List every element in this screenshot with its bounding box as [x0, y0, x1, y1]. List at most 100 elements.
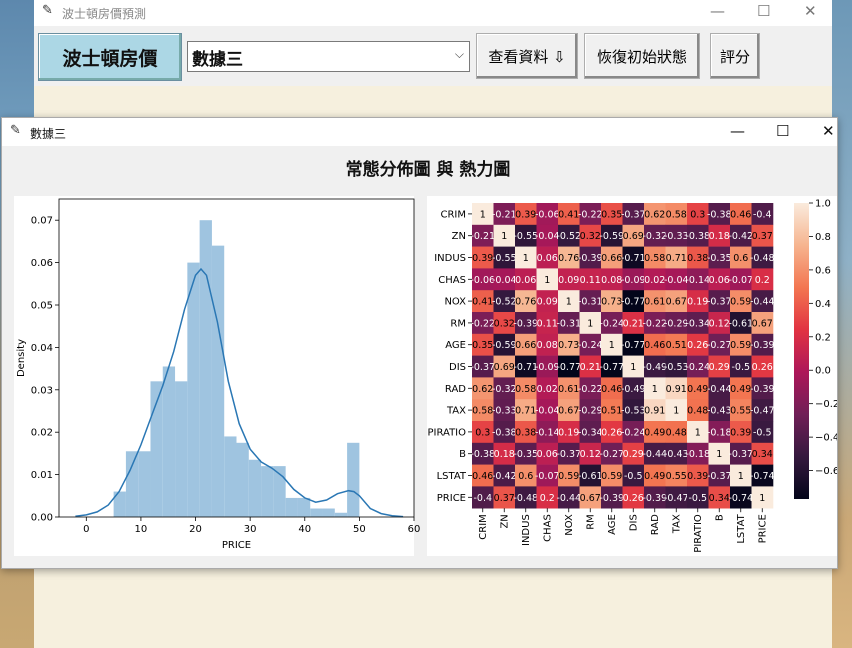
heatmap-cell: [536, 268, 559, 291]
heatmap-cell-label: -0.22: [578, 209, 603, 220]
heatmap-cell-label: -0.09: [621, 275, 646, 286]
heatmap-cell: [622, 399, 645, 422]
heatmap-cell: [493, 377, 516, 400]
heatmap-cell: [601, 224, 623, 247]
view-data-button[interactable]: 查看資料 ⇩: [476, 33, 578, 79]
y-tick-label: 0.05: [31, 301, 53, 312]
heatmap-cell: [708, 421, 731, 444]
reset-button[interactable]: 恢復初始狀態: [584, 33, 700, 79]
heatmap-cell-label: -0.39: [599, 493, 624, 504]
chevron-down-icon[interactable]: ⌵: [454, 47, 464, 61]
x-axis-label: PRICE: [222, 540, 251, 551]
heatmap-cell: [558, 355, 580, 378]
heatmap-cell-label: -0.22: [578, 384, 603, 395]
heatmap-cell-label: -0.48: [750, 253, 775, 264]
heatmap-cell: [472, 246, 494, 269]
score-button[interactable]: 評分: [710, 33, 760, 79]
heatmap-cell: [579, 377, 602, 400]
heatmap-cell-label: -0.34: [685, 318, 710, 329]
maximize-icon[interactable]: ☐: [776, 122, 790, 140]
heatmap-cell: [708, 486, 731, 509]
heatmap-cell-label: 0.58: [644, 253, 665, 264]
heatmap-cell-label: 0.39: [687, 471, 708, 482]
row-tick-label: PIRATIO: [427, 427, 466, 438]
heatmap-cell-label: -0.34: [578, 427, 603, 438]
heatmap-cell: [579, 355, 602, 378]
heatmap-cell-label: -0.43: [664, 449, 689, 460]
maximize-icon[interactable]: ☐: [757, 2, 771, 20]
heatmap-cell: [730, 246, 752, 269]
heatmap-cell: [536, 224, 559, 247]
heatmap-cell: [472, 486, 494, 509]
row-tick-label: B: [459, 449, 466, 460]
heatmap-cell-label: 0.41: [472, 297, 493, 308]
heatmap-cell-label: 0.02: [537, 384, 558, 395]
heatmap-cell: [558, 290, 580, 313]
row-tick-label: PRICE: [437, 493, 466, 504]
minimize-icon[interactable]: —: [710, 2, 725, 20]
heatmap-cell: [579, 399, 602, 422]
heatmap-cell-label: -0.49: [642, 362, 667, 373]
heatmap-cell-label: -0.5: [688, 493, 707, 504]
column-tick-label: INDUS: [521, 514, 532, 546]
colorbar-tick-label: 0.0: [815, 366, 831, 377]
heatmap-cell-label: -0.06: [535, 209, 560, 220]
heatmap-cell-label: -0.31: [578, 297, 603, 308]
heatmap-cell-label: 0.67: [558, 406, 579, 417]
heatmap-cell-label: -0.39: [642, 493, 667, 504]
close-icon[interactable]: ✕: [822, 122, 835, 140]
dataset-select[interactable]: 數據三 ⌵: [187, 41, 470, 72]
heatmap-cell-label: 0.49: [644, 471, 665, 482]
heatmap-cell-label: -0.47: [664, 493, 689, 504]
heatmap-cell: [751, 486, 774, 509]
heatmap-cell: [579, 442, 602, 465]
heatmap-cell: [579, 312, 602, 335]
heatmap-cell: [515, 421, 537, 444]
heatmap-cell: [536, 312, 559, 335]
heatmap-cell-label: -0.22: [642, 318, 667, 329]
heatmap-cell-label: 0.62: [644, 209, 665, 220]
column-tick-label: PRICE: [758, 514, 769, 543]
row-tick-label: RM: [450, 318, 466, 329]
heatmap-cell: [751, 224, 774, 247]
x-tick-label: 10: [135, 524, 148, 535]
colorbar-tick-label: −0.4: [815, 433, 837, 444]
colorbar-tick-label: −0.6: [815, 466, 837, 477]
histogram-bar-9: [224, 436, 237, 517]
x-tick-label: 30: [244, 524, 257, 535]
heatmap-cell-label: 0.69: [494, 362, 515, 373]
heatmap-cell-label: -0.24: [578, 340, 603, 351]
histogram-bar-16: [310, 508, 323, 517]
heatmap-cell: [730, 224, 752, 247]
heatmap-cell: [536, 399, 559, 422]
heatmap-cell: [751, 355, 774, 378]
heatmap-cell: [665, 421, 688, 444]
heatmap-cell: [493, 464, 516, 487]
close-icon[interactable]: ✕: [804, 2, 817, 20]
heatmap-cell: [665, 355, 688, 378]
heatmap-cell-label: -0.44: [556, 493, 581, 504]
heatmap-cell-label: -0.55: [513, 231, 538, 242]
heatmap-cell: [536, 486, 559, 509]
heatmap-cell-label: -0.43: [707, 406, 732, 417]
heatmap-cell-label: 0.59: [601, 471, 622, 482]
heatmap-cell-label: 0.51: [666, 340, 687, 351]
heatmap-cell-label: 0.02: [644, 275, 665, 286]
heatmap-cell: [558, 333, 580, 356]
heatmap-cell: [579, 203, 602, 226]
heatmap-cell-label: -0.32: [492, 384, 517, 395]
heatmap-cell: [493, 333, 516, 356]
minimize-icon[interactable]: —: [730, 122, 745, 140]
heatmap-cell: [665, 399, 688, 422]
heatmap-cell-label: 0.76: [558, 253, 579, 264]
heatmap-cell: [472, 355, 494, 378]
heatmap-cell-label: 1: [673, 406, 679, 417]
brand-label-button[interactable]: 波士頓房價: [38, 33, 182, 81]
heatmap-cell: [708, 224, 731, 247]
histogram-bar-1: [125, 451, 139, 517]
y-tick-label: 0.00: [31, 513, 53, 524]
column-tick-label: LSTAT: [736, 513, 747, 543]
heatmap-cell: [708, 312, 731, 335]
heatmap-cell-label: -0.04: [492, 275, 517, 286]
row-tick-label: NOX: [444, 297, 466, 308]
